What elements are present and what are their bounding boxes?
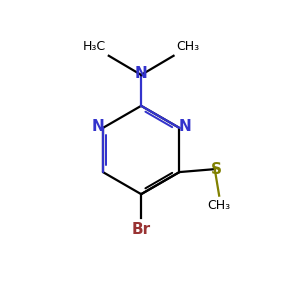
Text: H₃C: H₃C xyxy=(83,40,106,53)
Text: N: N xyxy=(178,119,191,134)
Text: CH₃: CH₃ xyxy=(176,40,200,53)
Text: N: N xyxy=(135,66,148,81)
Text: N: N xyxy=(91,119,104,134)
Text: CH₃: CH₃ xyxy=(208,199,231,212)
Text: S: S xyxy=(211,162,222,177)
Text: Br: Br xyxy=(132,222,151,237)
